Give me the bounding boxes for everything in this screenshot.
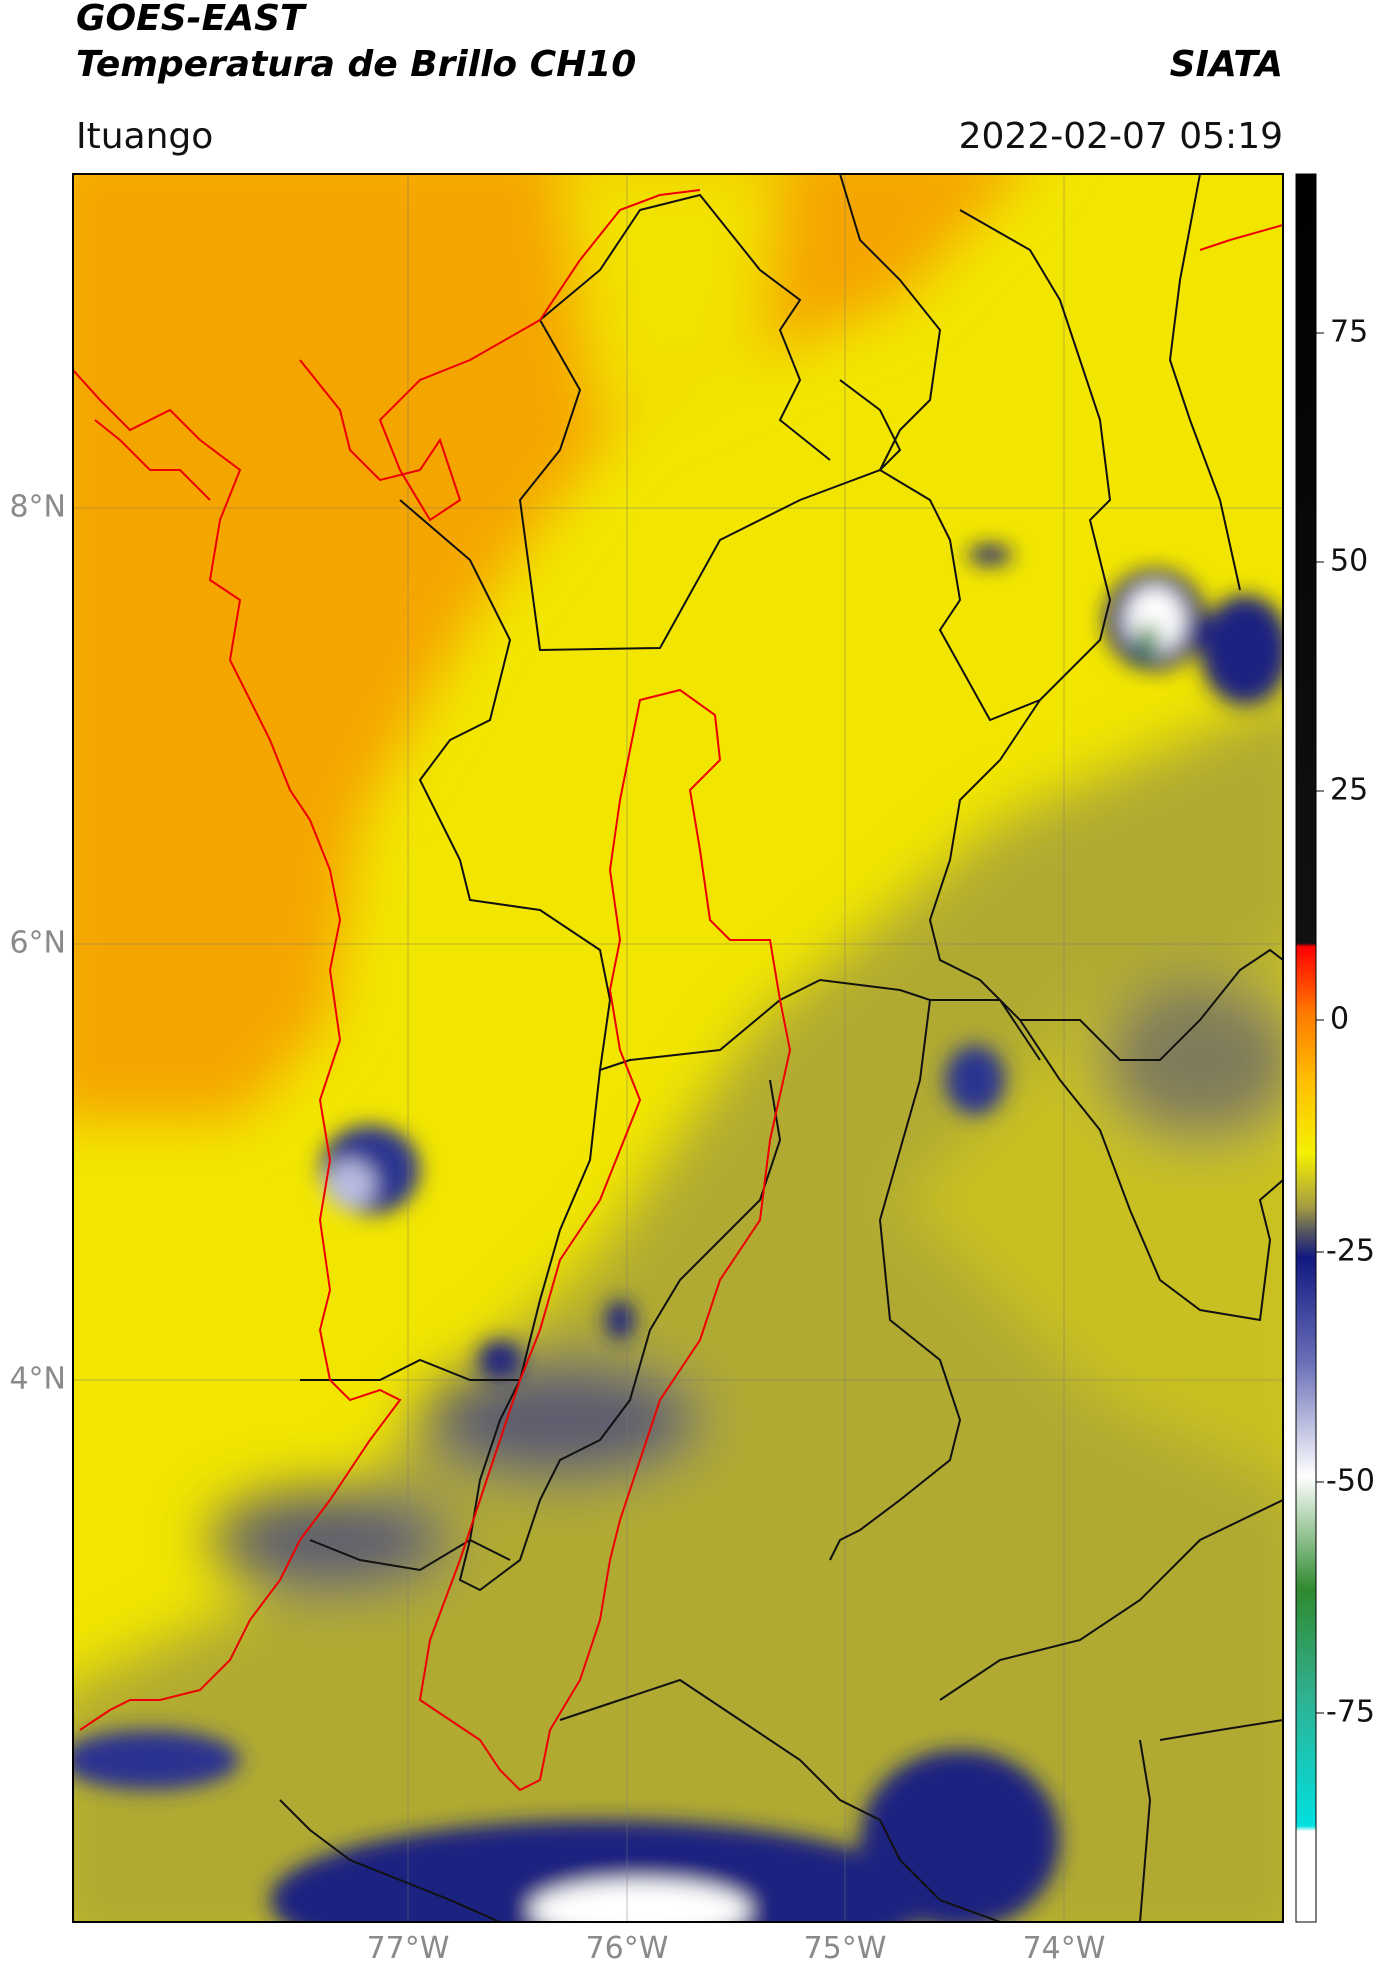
colorbar-ticks: [1316, 332, 1324, 1714]
timestamp: 2022-02-07 05:19: [959, 116, 1283, 157]
lat-label: 8°N: [9, 490, 66, 525]
lon-label: 77°W: [367, 1931, 450, 1966]
coastline: [73, 189, 1283, 1731]
colorbar-label: 0: [1330, 1002, 1349, 1037]
colorbar-label: -50: [1326, 1464, 1375, 1499]
colorbar-label: -25: [1326, 1234, 1375, 1269]
colorbar-label: 25: [1330, 773, 1368, 808]
map: [73, 174, 1283, 1922]
location: Ituango: [76, 116, 213, 157]
lat-label: 6°N: [9, 926, 66, 961]
lon-label: 74°W: [1023, 1931, 1106, 1966]
subtitle: Temperatura de Brillo CH10: [76, 44, 636, 85]
brand: SIATA: [1170, 44, 1283, 85]
colorbar: [1295, 173, 1317, 1923]
map-frame: [72, 173, 1284, 1923]
colorbar-label: 75: [1330, 315, 1368, 350]
catchment: [418, 688, 792, 1792]
lon-label: 75°W: [804, 1931, 887, 1966]
lat-label: 4°N: [9, 1362, 66, 1397]
title: GOES-EAST: [76, 0, 307, 39]
colorbar-label: -75: [1326, 1695, 1375, 1730]
lon-label: 76°W: [586, 1931, 669, 1966]
colorbar-label: 50: [1330, 544, 1368, 579]
grid: [73, 174, 1283, 1922]
borders: [279, 174, 1283, 1922]
